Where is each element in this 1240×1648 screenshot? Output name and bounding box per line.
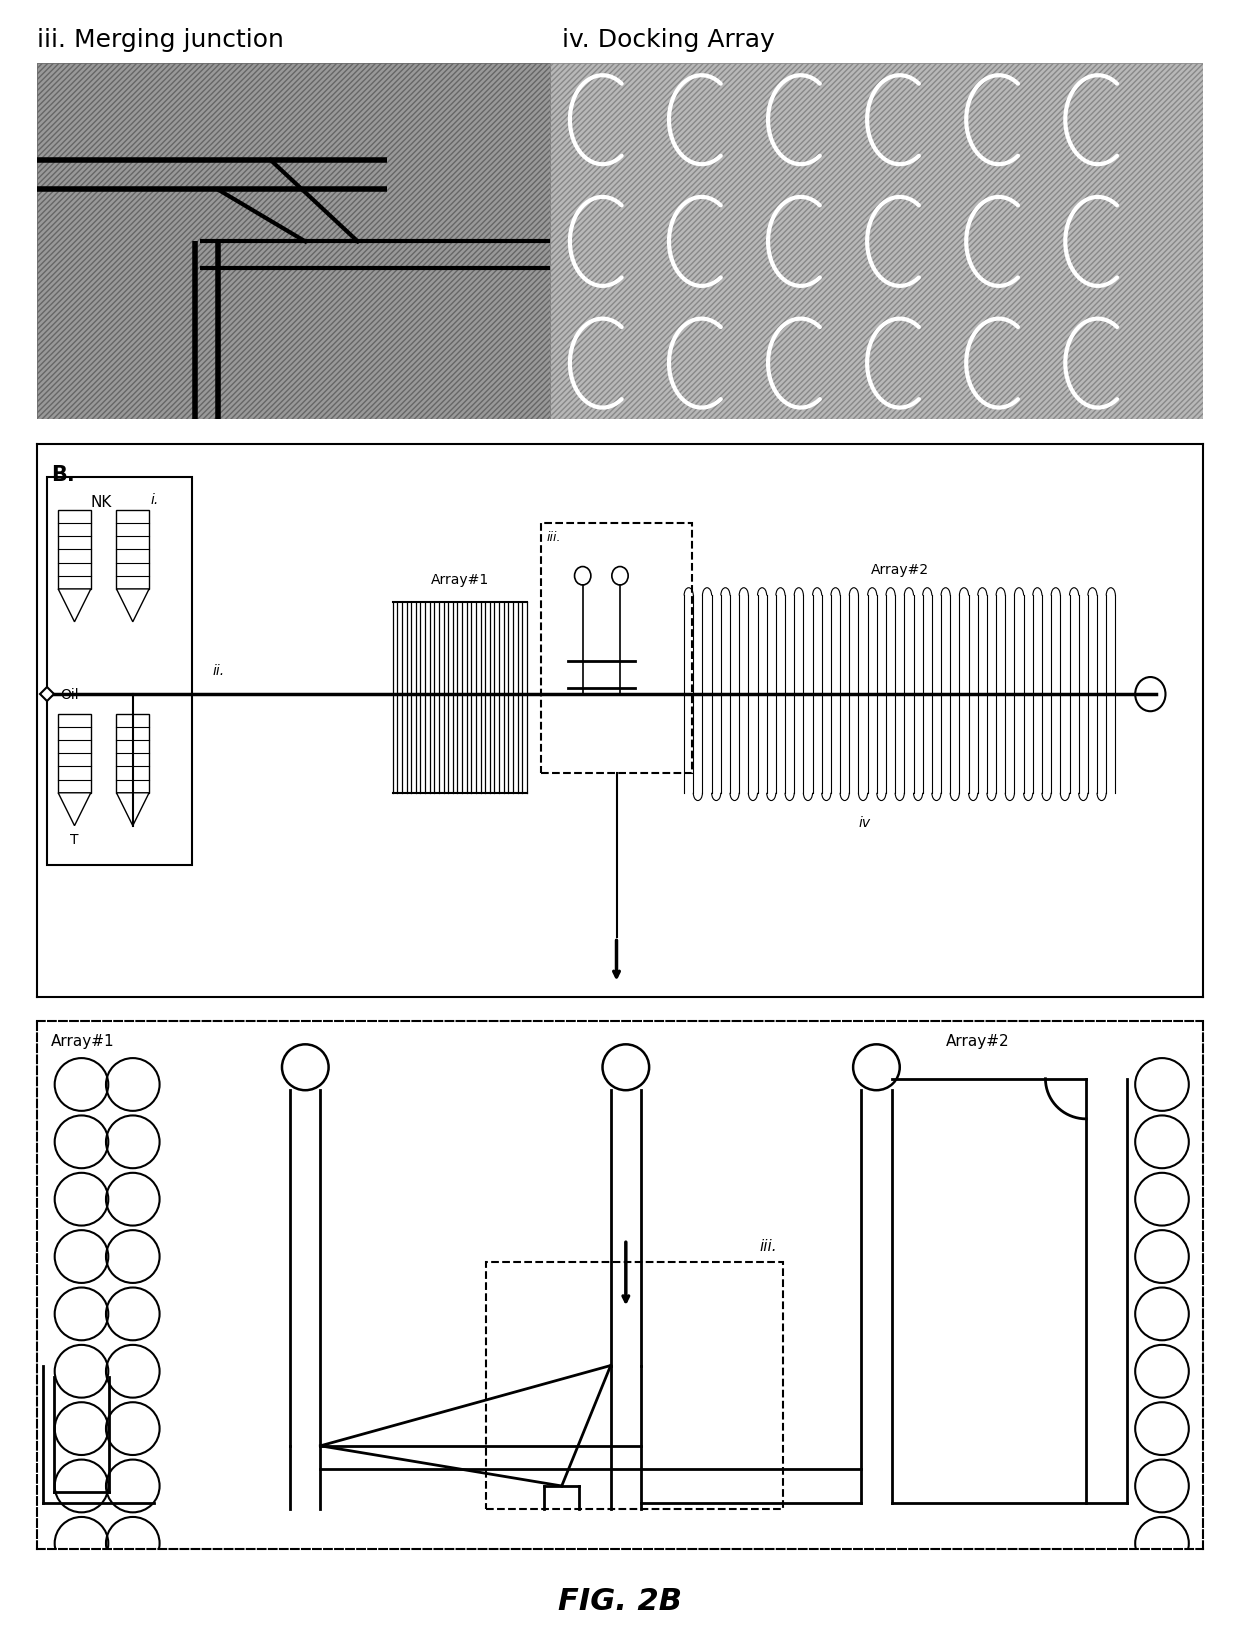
Bar: [58, 715, 91, 793]
Text: Oil: Oil: [61, 687, 79, 702]
Text: B.: B.: [51, 465, 74, 485]
Polygon shape: [117, 590, 149, 623]
Text: NK: NK: [91, 494, 112, 509]
Text: iii.: iii.: [547, 531, 560, 544]
Bar: [37, 64, 551, 420]
Bar: [58, 511, 91, 590]
Text: ii.: ii.: [212, 664, 224, 677]
Polygon shape: [117, 793, 149, 826]
Text: iv: iv: [859, 816, 870, 829]
Text: Array#1: Array#1: [430, 574, 489, 587]
Text: iii. Merging junction: iii. Merging junction: [37, 28, 284, 53]
Text: iii.: iii.: [760, 1238, 777, 1254]
Bar: [117, 511, 149, 590]
Text: iv. Docking Array: iv. Docking Array: [562, 28, 775, 53]
Text: i.: i.: [150, 493, 159, 508]
Text: T: T: [71, 832, 79, 847]
Bar: [551, 64, 1203, 420]
Bar: [47, 478, 192, 865]
Text: FIG. 2B: FIG. 2B: [558, 1585, 682, 1615]
Bar: [551, 64, 1203, 420]
Polygon shape: [58, 590, 91, 623]
Bar: [117, 715, 149, 793]
Text: Array#2: Array#2: [870, 562, 929, 577]
Polygon shape: [58, 793, 91, 826]
Text: Array#1: Array#1: [51, 1033, 115, 1048]
Text: Array#2: Array#2: [946, 1033, 1011, 1048]
Bar: [37, 64, 551, 420]
Bar: [486, 1262, 784, 1510]
Bar: [541, 524, 692, 773]
